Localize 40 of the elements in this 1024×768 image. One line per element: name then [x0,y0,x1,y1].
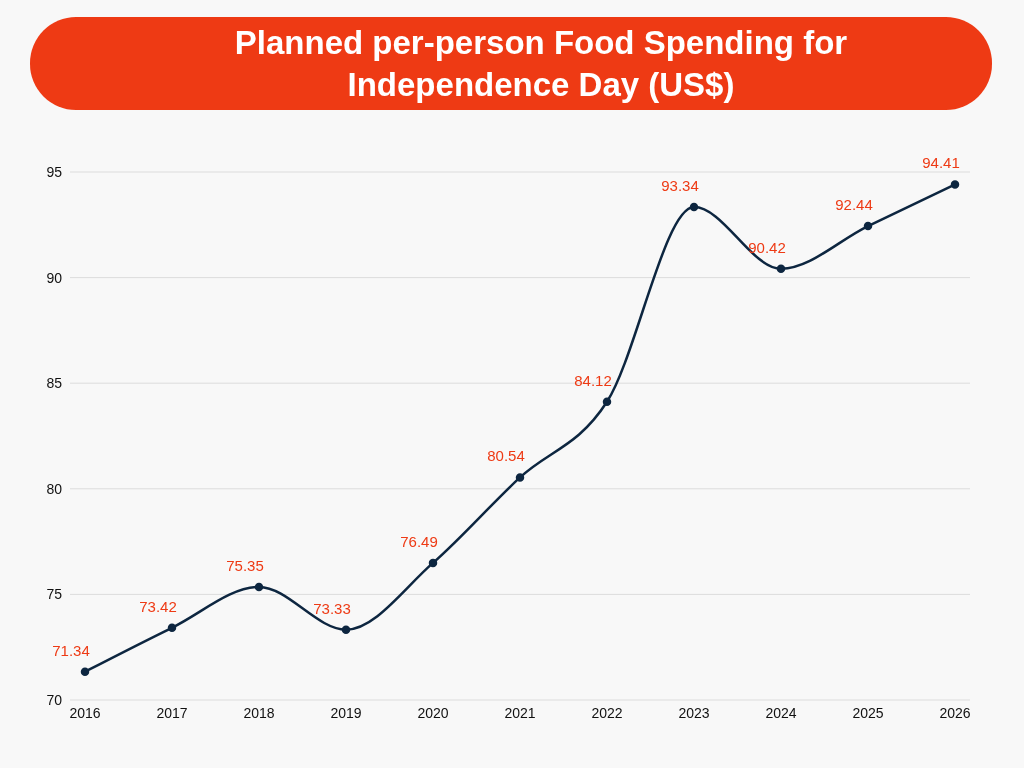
point [950,180,960,189]
y-tick-label: 70 [46,691,63,708]
data-label: 94.41 [922,154,960,172]
x-tick-label: 2017 [156,704,188,721]
point [689,202,699,212]
x-tick-label: 2024 [765,704,797,721]
data-label: 84.12 [574,371,612,389]
point [80,667,90,676]
point [341,625,351,634]
x-tick-label: 2016 [69,704,101,721]
data-label: 76.49 [400,532,438,550]
point [515,473,525,482]
x-tick-label: 2025 [852,704,884,721]
data-label: 73.42 [139,597,177,615]
point [776,264,786,273]
chart-title: Planned per-person Food Spending for Independence Day (US$) [233,22,849,105]
point [167,623,177,633]
data-label: 80.54 [487,447,525,465]
y-tick-label: 85 [46,375,63,392]
data-label: 75.35 [226,557,264,575]
data-label: 93.34 [661,177,699,195]
point [254,582,264,592]
data-label: 73.33 [313,599,351,617]
point [428,558,438,568]
y-tick-label: 75 [46,586,63,603]
y-tick-label: 95 [46,163,63,180]
x-tick-label: 2023 [678,704,710,721]
x-tick-label: 2026 [939,704,971,721]
x-tick-label: 2020 [417,704,449,721]
y-tick-label: 90 [46,269,63,286]
data-label: 71.34 [52,641,90,659]
x-tick-label: 2019 [330,704,362,721]
data-label: 90.42 [748,238,786,256]
point [863,221,873,231]
data-label: 92.44 [835,196,873,214]
x-tick-label: 2018 [243,704,275,721]
point [602,397,612,407]
x-tick-label: 2022 [591,704,623,721]
y-tick-label: 80 [46,480,63,497]
x-tick-label: 2021 [504,704,536,721]
